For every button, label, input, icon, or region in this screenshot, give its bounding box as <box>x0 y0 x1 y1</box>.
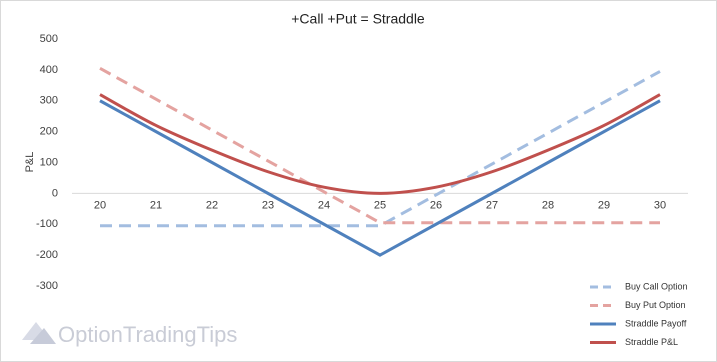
watermark: OptionTradingTips <box>58 322 237 347</box>
x-tick-label: 22 <box>206 199 218 211</box>
y-tick-label: -100 <box>36 218 58 230</box>
x-tick-label: 25 <box>374 199 386 211</box>
x-tick-label: 20 <box>94 199 106 211</box>
y-tick-label: 300 <box>40 95 58 107</box>
legend-label: Straddle P&L <box>625 337 678 347</box>
legend-label: Buy Call Option <box>625 281 688 291</box>
y-tick-label: 0 <box>52 187 58 199</box>
x-tick-label: 29 <box>598 199 610 211</box>
watermark-logo <box>22 322 56 344</box>
legend-label: Straddle Payoff <box>625 318 687 328</box>
y-tick-label: 400 <box>40 64 58 76</box>
x-tick-label: 28 <box>542 199 554 211</box>
x-tick-label: 27 <box>486 199 498 211</box>
x-tick-label: 30 <box>654 199 666 211</box>
y-tick-label: 500 <box>40 33 58 45</box>
x-tick-label: 23 <box>262 199 274 211</box>
x-tick-label: 24 <box>318 199 330 211</box>
y-axis-label: P&L <box>24 152 36 173</box>
x-tick-label: 21 <box>150 199 162 211</box>
series-line <box>99 93 661 195</box>
y-tick-label: -300 <box>36 280 58 292</box>
series-line <box>99 67 660 225</box>
x-tick-label: 26 <box>430 199 442 211</box>
series-line <box>99 99 661 257</box>
y-tick-label: -200 <box>36 249 58 261</box>
chart-title: +Call +Put = Straddle <box>291 11 425 27</box>
legend-label: Buy Put Option <box>625 300 686 310</box>
y-tick-label: 200 <box>40 126 58 138</box>
y-tick-label: 100 <box>40 156 58 168</box>
